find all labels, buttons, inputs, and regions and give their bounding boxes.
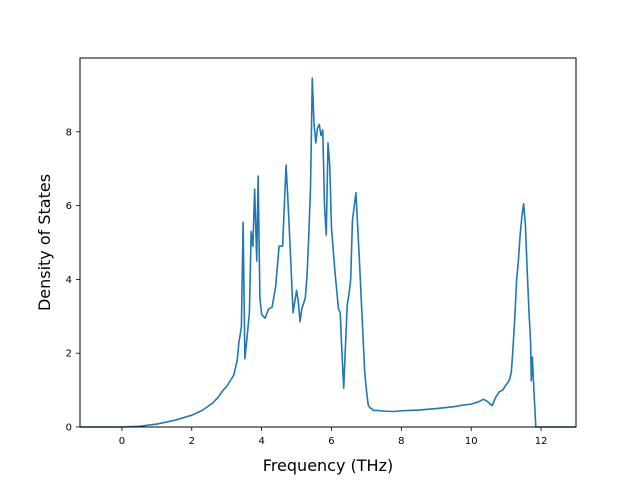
y-axis-label: Density of States — [35, 174, 54, 311]
x-tick-label: 8 — [398, 436, 404, 447]
dos-series-line — [80, 77, 576, 428]
plot-area — [80, 77, 576, 428]
y-tick-label: 0 — [66, 423, 72, 434]
y-tick-label: 4 — [66, 275, 72, 286]
y-tick-label: 2 — [66, 349, 72, 360]
x-tick-label: 4 — [258, 436, 264, 447]
x-tick-label: 0 — [119, 436, 125, 447]
x-tick-label: 10 — [465, 436, 478, 447]
x-axis-label: Frequency (THz) — [263, 456, 393, 475]
y-tick-label: 8 — [66, 127, 72, 138]
y-tick-label: 6 — [66, 201, 72, 212]
x-tick-label: 6 — [328, 436, 334, 447]
x-tick-label: 2 — [189, 436, 195, 447]
x-tick-label: 12 — [535, 436, 548, 447]
axes-frame — [79, 57, 577, 428]
axis-ticks: 0 2 4 6 8 10 12 0 2 4 6 8 — [66, 127, 548, 447]
